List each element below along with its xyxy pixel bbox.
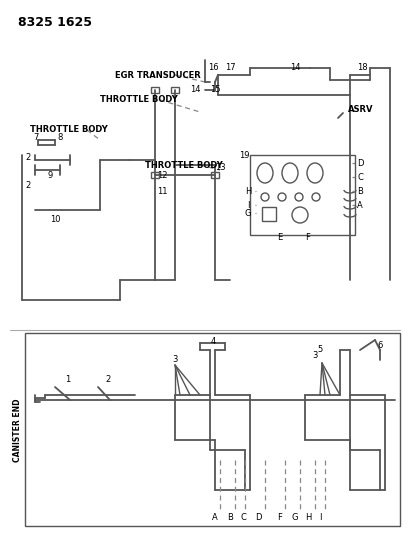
Text: I: I <box>246 200 249 209</box>
Text: EGR TRANSDUCER: EGR TRANSDUCER <box>115 70 200 79</box>
Text: CANISTER END: CANISTER END <box>13 398 22 462</box>
Bar <box>211 172 218 178</box>
Text: 3: 3 <box>312 351 317 359</box>
Text: F: F <box>305 232 310 241</box>
Text: H: H <box>304 513 310 521</box>
Text: 14: 14 <box>289 63 299 72</box>
Text: THROTTLE BODY: THROTTLE BODY <box>100 95 178 104</box>
Text: 18: 18 <box>356 63 366 72</box>
Text: H: H <box>244 187 251 196</box>
Bar <box>151 172 159 178</box>
Text: 7: 7 <box>33 133 38 141</box>
Text: 14: 14 <box>189 85 200 94</box>
Text: 4: 4 <box>210 337 215 346</box>
Text: B: B <box>227 513 232 521</box>
Text: THROTTLE BODY: THROTTLE BODY <box>30 125 108 134</box>
Text: 12: 12 <box>156 171 167 180</box>
Text: C: C <box>356 173 362 182</box>
Bar <box>249 155 354 235</box>
Text: E: E <box>277 232 282 241</box>
Text: 10: 10 <box>49 215 60 224</box>
Bar <box>151 87 159 93</box>
Bar <box>171 87 179 93</box>
Text: 2: 2 <box>25 154 31 163</box>
Text: A: A <box>356 200 362 209</box>
Text: A: A <box>211 513 217 521</box>
Text: 15: 15 <box>209 85 220 94</box>
Text: 11: 11 <box>156 188 167 197</box>
Text: D: D <box>356 158 362 167</box>
Text: 8325 1625: 8325 1625 <box>18 15 92 28</box>
Text: 9: 9 <box>47 171 52 180</box>
Text: 6: 6 <box>376 341 382 350</box>
Text: C: C <box>240 513 245 521</box>
Bar <box>25 333 399 526</box>
Text: I: I <box>318 513 321 521</box>
Text: B: B <box>356 187 362 196</box>
Text: 17: 17 <box>224 63 235 72</box>
Bar <box>261 207 275 221</box>
Text: 2: 2 <box>25 181 31 190</box>
Text: 13: 13 <box>214 164 225 173</box>
Text: 19: 19 <box>238 150 249 159</box>
Text: 16: 16 <box>207 63 218 72</box>
Text: 5: 5 <box>317 345 322 354</box>
Text: 2: 2 <box>105 376 110 384</box>
Text: 1: 1 <box>65 376 70 384</box>
Text: ASRV: ASRV <box>347 106 373 115</box>
Text: G: G <box>291 513 297 521</box>
Text: 8: 8 <box>57 133 63 141</box>
Text: G: G <box>244 208 251 217</box>
Text: D: D <box>254 513 261 521</box>
Text: THROTTLE BODY: THROTTLE BODY <box>145 160 222 169</box>
Text: F: F <box>277 513 282 521</box>
Text: 3: 3 <box>172 356 177 365</box>
